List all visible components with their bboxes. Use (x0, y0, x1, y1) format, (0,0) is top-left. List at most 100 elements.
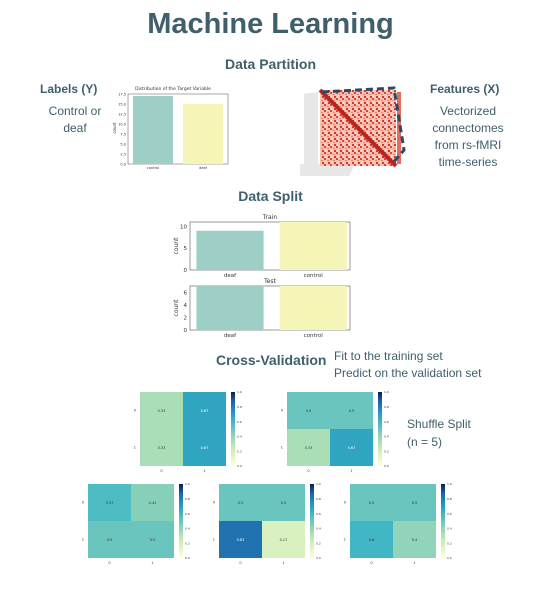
heatmap-2-xtick: 0 (108, 561, 110, 565)
heatmap-0-cell-label: 0.33 (158, 409, 166, 413)
split-chart-title-0: Train (262, 214, 278, 221)
heatmap-4-xtick: 1 (413, 561, 415, 565)
heatmap-0-colorbar-tick: 0.0 (237, 464, 242, 468)
split-chart-bar-deaf (196, 230, 264, 270)
heatmap-1-cell-label: 0.5 (306, 409, 312, 413)
heatmap-2-cell (131, 484, 174, 521)
cv-line-1: Fit to the training set (334, 349, 443, 363)
labels-description: Control or deaf (34, 103, 116, 137)
split-chart-xtick: deaf (224, 333, 237, 339)
target-chart-xtick: deaf (199, 166, 208, 170)
heatmap-1-colorbar (378, 392, 382, 466)
heatmap-2-cell (131, 521, 174, 558)
heatmap-3-xtick: 0 (239, 561, 241, 565)
heatmap-3-colorbar-tick: 0.4 (316, 527, 321, 531)
split-chart-bar-control (279, 286, 347, 330)
target-chart-ytick: 7.5 (120, 133, 126, 137)
heatmap-4-cell-label: 0.4 (412, 538, 418, 542)
shuffle-line-1: Shuffle Split (407, 417, 471, 431)
target-chart-frame (127, 93, 229, 165)
heatmap-3-cell-label: 0.5 (238, 501, 244, 505)
heatmap-2-colorbar-tick: 0.2 (185, 541, 190, 545)
heatmap-4-xtick: 0 (370, 561, 372, 565)
target-chart-ytick: 17.5 (118, 93, 126, 97)
connectome-dashed-outline (321, 86, 406, 165)
heatmap-3-ytick: 0 (213, 501, 215, 505)
heatmap-3-xtick: 1 (282, 561, 284, 565)
heatmap-3-cell-label: 0.17 (280, 538, 288, 542)
split-chart-ytick: 6 (184, 290, 188, 296)
heatmap-0-cell (183, 392, 226, 429)
target-chart-ylabel: count (112, 122, 117, 134)
heatmap-2-colorbar-tick: 0.4 (185, 527, 190, 531)
heatmap-0-xtick: 0 (160, 469, 162, 473)
heatmap-3-cell (262, 484, 305, 521)
heatmap-2-ytick: 1 (82, 538, 84, 542)
heatmap-0-cell (140, 429, 183, 466)
target-chart-ytick: 5.0 (120, 143, 126, 147)
heatmap-2-ytick: 0 (82, 501, 84, 505)
heatmap-3-colorbar-tick: 1.0 (316, 482, 321, 486)
split-chart-ytick: 0 (184, 328, 188, 334)
heatmap-0-colorbar (231, 392, 235, 466)
heatmap-1-colorbar-tick: 1.0 (384, 390, 389, 394)
split-chart-xtick: control (304, 273, 324, 279)
heatmap-0-colorbar-tick: 0.6 (237, 420, 242, 424)
connectome-labels (300, 92, 355, 176)
heatmap-2-cell-label: 0.57 (106, 501, 114, 505)
heatmap-2-colorbar-tick: 0.0 (185, 556, 190, 560)
data-split-heading: Data Split (238, 188, 303, 204)
heatmap-2-colorbar-tick: 0.8 (185, 497, 190, 501)
heatmap-4-colorbar-tick: 1.0 (447, 482, 452, 486)
heatmap-1-cell (330, 429, 373, 466)
target-chart-ytick: 2.5 (120, 153, 126, 157)
labels-line-2: deaf (63, 121, 87, 135)
split-chart-xtick: control (304, 333, 324, 339)
heatmap-1-xtick: 1 (350, 469, 352, 473)
heatmap-4-cell (350, 521, 393, 558)
heatmap-3-cell (262, 521, 305, 558)
heatmap-3-cell (219, 484, 262, 521)
split-chart-ytick: 2 (184, 315, 188, 321)
split-chart-title-1: Test (263, 278, 276, 285)
heatmap-0-cell-label: 0.67 (201, 409, 209, 413)
heatmap-0-xtick: 1 (203, 469, 205, 473)
heatmap-1-colorbar-tick: 0.4 (384, 435, 389, 439)
data-partition-heading: Data Partition (224, 56, 316, 72)
heatmap-3-colorbar-tick: 0.6 (316, 512, 321, 516)
heatmap-1-cell (287, 392, 330, 429)
heatmap-2-cell (88, 521, 131, 558)
heatmap-1-ytick: 0 (281, 409, 283, 413)
features-description: Vectorized connectomes from rs-fMRI time… (420, 103, 516, 171)
cv-heatmap-group: 0.33 0.67 0.33 0.67 0 1 0 1 1.0 0.8 0.6 0.4 0.2 0.0 0.… (82, 390, 452, 565)
heatmap-3-cell (219, 521, 262, 558)
heatmap-4-colorbar-tick: 0.0 (447, 556, 452, 560)
heatmap-3-colorbar (310, 484, 314, 558)
heatmap-4-cell (350, 484, 393, 521)
split-chart-frame-1 (189, 285, 351, 331)
labels-line-1: Control or (48, 104, 102, 118)
heatmap-0-cell (140, 392, 183, 429)
connectome-diagonal (318, 88, 398, 168)
heatmap-3-cell-label: 0.83 (237, 538, 245, 542)
heatmap-1-colorbar-tick: 0.6 (384, 420, 389, 424)
heatmap-1-cell-label: 0.33 (305, 446, 313, 450)
heatmap-3-colorbar-tick: 0.0 (316, 556, 321, 560)
target-distribution-chart: Distribution of the Target Variable coun… (112, 86, 229, 170)
shuffle-split-description: Shuffle Split (n = 5) (407, 415, 471, 451)
split-chart-ytick: 5 (184, 246, 188, 252)
split-chart-ytick: 0 (184, 268, 188, 274)
cv-description: Fit to the training set Predict on the v… (334, 348, 481, 382)
heatmap-2-colorbar (179, 484, 183, 558)
heatmap-3-ytick: 1 (213, 538, 215, 542)
heatmap-1-xtick: 0 (307, 469, 309, 473)
heatmap-1-colorbar-tick: 0.0 (384, 464, 389, 468)
target-chart-xtick: control (147, 166, 159, 170)
split-plots: Train count 0 5 10 deaf control Test count 0 2 4 6 de… (173, 214, 351, 339)
heatmap-4-ytick: 0 (344, 501, 346, 505)
labels-heading: Labels (Y) (40, 82, 98, 96)
split-chart-ytick: 4 (184, 303, 188, 309)
target-chart-bar-control (133, 96, 173, 164)
heatmap-4-colorbar-tick: 0.4 (447, 527, 452, 531)
target-chart-plot: 0.0 2.5 5.0 7.5 10.0 12.5 15.0 17.5 control deaf (118, 93, 229, 170)
